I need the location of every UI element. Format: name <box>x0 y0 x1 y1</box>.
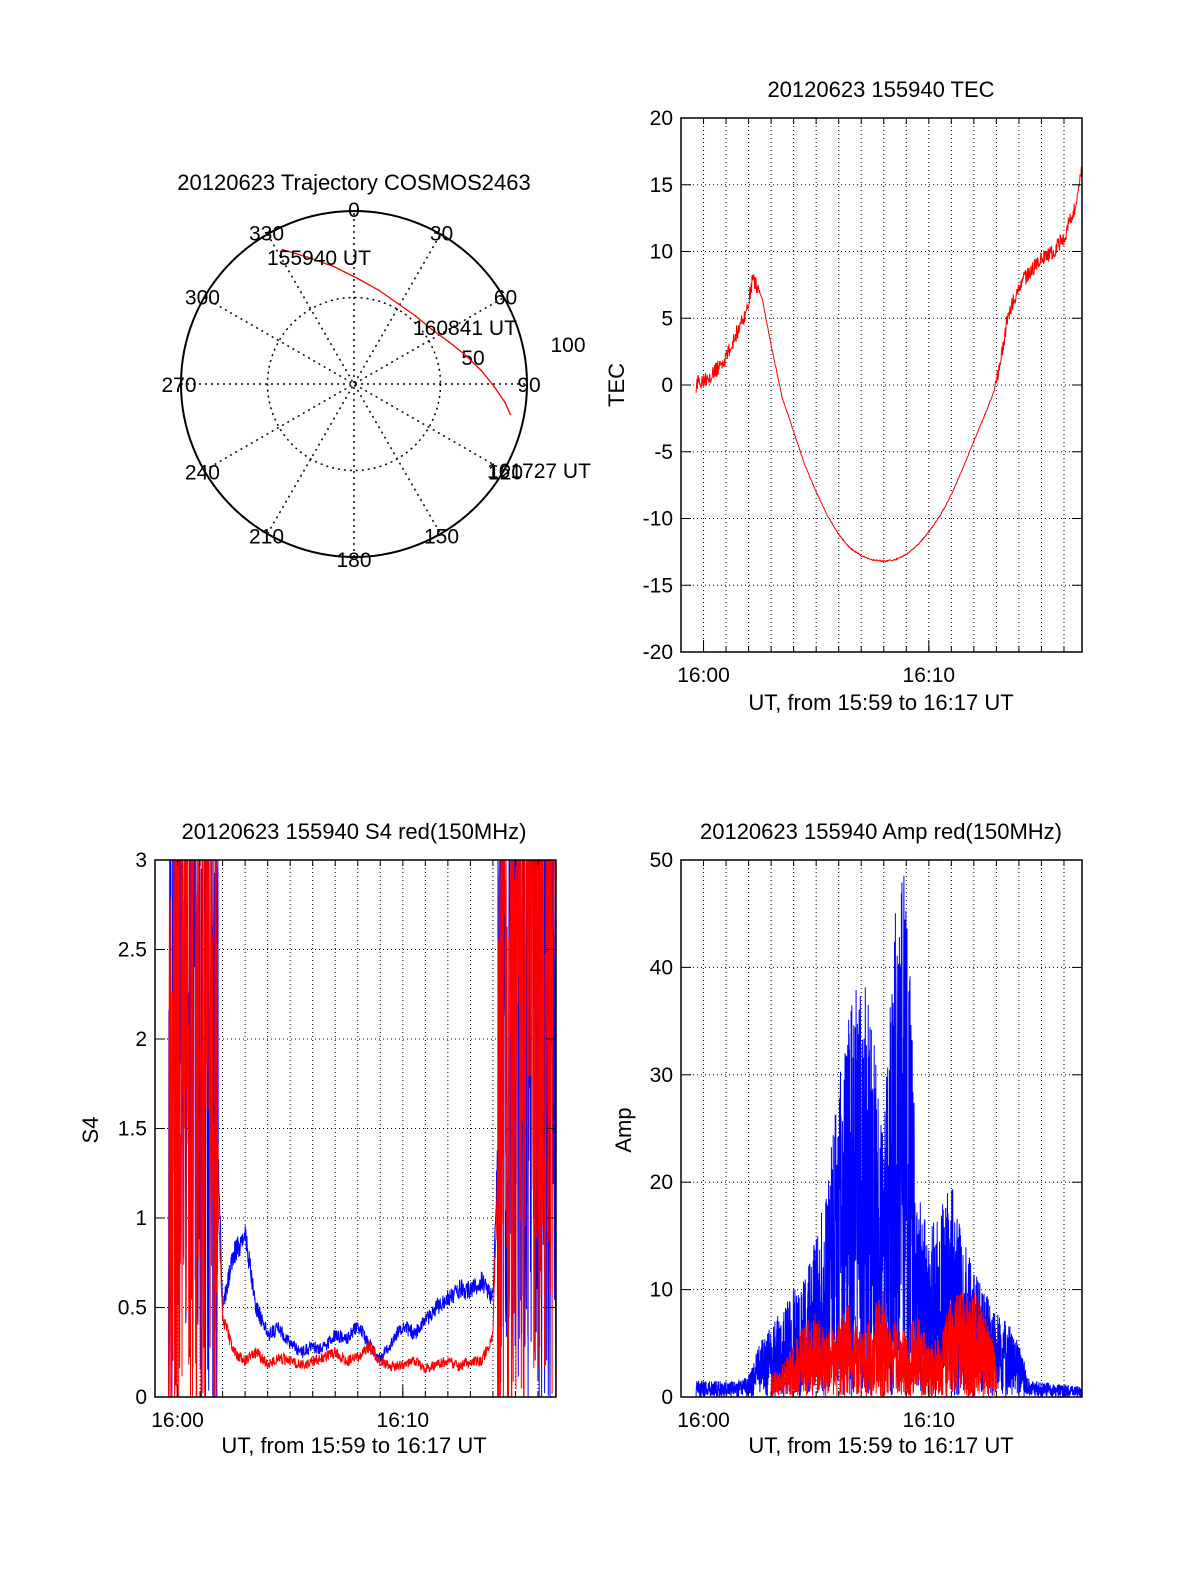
trajectory-point <box>281 248 284 251</box>
x-tick-label: 16:00 <box>677 664 730 687</box>
trajectory-point <box>378 289 380 292</box>
azimuth-label-0: 0 <box>348 199 360 222</box>
s4-series-blue <box>168 859 557 1398</box>
amp-series <box>695 875 1083 1398</box>
radial-label-100: 100 <box>550 334 585 357</box>
s4-ticks: 0 0.5 1 1.5 2 2.5 3 16:00 16:10 <box>118 849 556 1432</box>
radial-label-50: 50 <box>461 347 484 370</box>
amp-plot-frame <box>680 859 1083 1398</box>
y-tick-label: -15 <box>643 574 673 597</box>
trajectory-point <box>307 256 309 258</box>
y-tick-label: -5 <box>654 441 673 464</box>
y-tick-label: -20 <box>643 641 673 664</box>
y-tick-label: 30 <box>650 1064 673 1087</box>
tec-ticks: -20 -15 -10 -5 0 5 10 15 20 16:00 16:10 <box>643 107 1082 687</box>
trajectory-point <box>465 355 468 357</box>
tec-x-label: UT, from 15:59 to 16:17 UT <box>748 690 1013 715</box>
trajectory-point <box>396 302 398 304</box>
azimuth-label-330: 330 <box>249 222 284 245</box>
y-tick-label: 5 <box>661 307 673 330</box>
s4-x-label: UT, from 15:59 to 16:17 UT <box>221 1433 486 1458</box>
azimuth-label-300: 300 <box>185 287 220 310</box>
x-tick-label: 16:10 <box>377 1409 430 1432</box>
s4-panel: 20120623 155940 S4 red(150MHz) 0 0.5 1 1.5 2… <box>78 819 557 1458</box>
s4-series <box>168 859 557 1398</box>
trajectory-point <box>448 340 450 343</box>
azimuth-label-90: 90 <box>517 374 540 397</box>
y-tick-label: 50 <box>650 849 673 872</box>
amp-series-blue <box>695 875 1083 1398</box>
amp-panel: 20120623 155940 Amp red(150MHz) 0 10 20 30 4… <box>611 819 1083 1458</box>
trajectory-panel: 20120623 Trajectory COSMOS2463 0 30 60 90 12… <box>161 170 591 572</box>
polar-spoke <box>203 296 505 472</box>
amp-title: 20120623 155940 Amp red(150MHz) <box>700 819 1062 844</box>
trajectory-end-label: 161727 UT <box>487 460 591 483</box>
polar-azimuth-labels: 0 30 60 90 120 150 180 210 240 270 300 330 <box>161 199 540 572</box>
polar-spoke <box>266 233 442 535</box>
y-tick-label: -10 <box>643 508 673 531</box>
trajectory-point <box>332 265 335 268</box>
tec-grid <box>680 117 1082 653</box>
y-tick-label: 0 <box>135 1386 147 1409</box>
trajectory-point <box>356 277 359 280</box>
azimuth-label-180: 180 <box>336 549 371 572</box>
azimuth-label-30: 30 <box>430 222 453 245</box>
x-tick-label: 16:00 <box>151 1409 204 1432</box>
y-tick-label: 20 <box>650 1171 673 1194</box>
y-tick-label: 0 <box>661 374 673 397</box>
y-tick-label: 40 <box>650 956 673 979</box>
y-tick-label: 10 <box>650 1279 673 1302</box>
x-tick-label: 16:00 <box>677 1409 730 1432</box>
tec-series-red <box>695 166 1083 563</box>
y-tick-label: 15 <box>650 174 673 197</box>
y-tick-label: 1.5 <box>118 1118 147 1141</box>
trajectory-mid-label: 160841 UT <box>413 317 517 340</box>
trajectory-point <box>431 328 433 331</box>
trajectory-point <box>509 413 512 416</box>
y-tick-label: 20 <box>650 107 673 130</box>
y-tick-label: 2 <box>135 1028 147 1051</box>
trajectory-point <box>480 369 483 372</box>
s4-y-label: S4 <box>78 1117 103 1144</box>
azimuth-label-270: 270 <box>161 374 196 397</box>
tec-series <box>695 166 1083 563</box>
amp-ticks: 0 10 20 30 40 50 16:00 16:10 <box>650 849 1082 1432</box>
tec-panel: 20120623 155940 TEC -20 -15 -10 -5 0 5 10 15 20 1… <box>604 77 1083 715</box>
polar-spoke <box>203 296 505 472</box>
trajectory-point <box>493 385 495 388</box>
amp-x-label: UT, from 15:59 to 16:17 UT <box>748 1433 1013 1458</box>
tec-title: 20120623 155940 TEC <box>767 77 994 102</box>
y-tick-label: 0 <box>661 1386 673 1409</box>
trajectory-start-label: 155940 UT <box>267 247 371 270</box>
azimuth-label-240: 240 <box>185 462 220 485</box>
trajectory-track <box>281 248 512 416</box>
amp-y-label: Amp <box>611 1107 636 1152</box>
polar-spoke <box>266 233 442 535</box>
azimuth-label-150: 150 <box>424 526 459 549</box>
y-tick-label: 0.5 <box>118 1297 147 1320</box>
x-tick-label: 16:10 <box>903 664 956 687</box>
tec-y-label: TEC <box>604 363 629 407</box>
y-tick-label: 2.5 <box>118 939 147 962</box>
trajectory-line <box>282 248 511 415</box>
y-tick-label: 3 <box>135 849 147 872</box>
azimuth-label-60: 60 <box>494 287 517 310</box>
azimuth-label-210: 210 <box>249 526 284 549</box>
trajectory-point <box>414 315 417 317</box>
trajectory-point <box>504 401 506 404</box>
s4-title: 20120623 155940 S4 red(150MHz) <box>182 819 527 844</box>
y-tick-label: 1 <box>135 1207 147 1230</box>
polar-spokes <box>181 211 527 557</box>
s4-series-red <box>168 859 557 1398</box>
azimuth-label-120: 120 <box>488 462 523 485</box>
x-tick-label: 16:10 <box>903 1409 956 1432</box>
trajectory-title: 20120623 Trajectory COSMOS2463 <box>177 170 530 195</box>
y-tick-label: 10 <box>650 241 673 264</box>
